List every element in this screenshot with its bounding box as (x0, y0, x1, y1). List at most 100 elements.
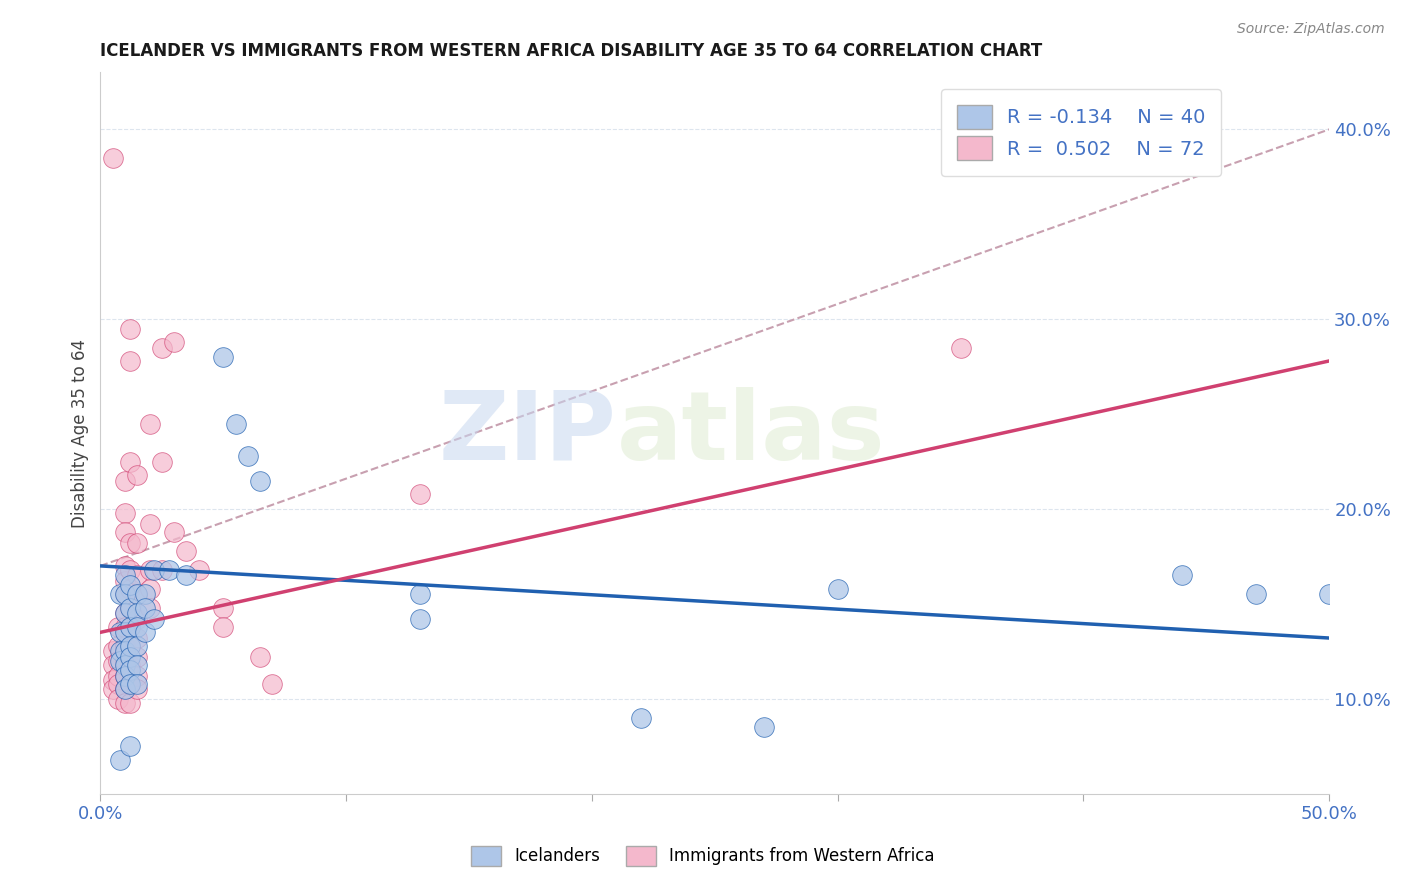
Point (114, 474, 136, 488)
Point (249, 474, 271, 488)
Point (107, 676, 129, 690)
Point (118, 582, 141, 596)
Point (127, 467, 149, 482)
Point (118, 739, 141, 754)
Point (114, 568, 136, 582)
Point (225, 417, 247, 431)
Point (212, 620, 235, 634)
Point (114, 639, 136, 653)
Point (236, 449, 259, 463)
Text: atlas: atlas (616, 386, 886, 480)
Point (108, 752, 131, 766)
Point (114, 669, 136, 683)
Point (114, 558, 136, 573)
Point (118, 563, 141, 577)
Point (114, 669, 136, 683)
Point (114, 657, 136, 672)
Point (187, 563, 209, 577)
Point (127, 650, 149, 665)
Point (138, 517, 160, 532)
Point (138, 600, 160, 615)
Point (134, 600, 156, 615)
Point (143, 563, 166, 577)
Point (150, 563, 173, 577)
Point (114, 506, 136, 520)
Point (118, 639, 141, 653)
Point (114, 644, 136, 658)
Point (118, 650, 141, 665)
Point (127, 568, 149, 582)
Point (101, 673, 124, 687)
Point (118, 578, 141, 592)
Point (118, 696, 141, 710)
Point (118, 620, 141, 634)
Point (118, 354, 141, 368)
Point (118, 600, 141, 615)
Point (107, 691, 129, 706)
Point (114, 696, 136, 710)
Point (127, 587, 149, 601)
Point (118, 676, 141, 690)
Point (118, 600, 141, 615)
Point (114, 654, 136, 668)
Point (143, 612, 166, 626)
Point (107, 639, 129, 653)
Point (114, 607, 136, 621)
Point (114, 587, 136, 601)
Point (134, 625, 156, 640)
Point (163, 524, 186, 539)
Point (114, 682, 136, 697)
Point (108, 654, 131, 668)
Point (127, 657, 149, 672)
Point (114, 524, 136, 539)
Point (108, 625, 131, 640)
Point (101, 657, 124, 672)
Point (249, 650, 271, 665)
Point (827, 582, 849, 596)
Point (118, 620, 141, 634)
Point (134, 587, 156, 601)
Point (127, 587, 149, 601)
Point (114, 574, 136, 588)
Point (114, 620, 136, 634)
Point (1317, 587, 1340, 601)
Point (262, 676, 284, 690)
Point (138, 417, 160, 431)
Point (127, 639, 149, 653)
Point (108, 644, 131, 658)
Point (409, 612, 432, 626)
Point (114, 587, 136, 601)
Point (127, 631, 149, 645)
Point (138, 582, 160, 596)
Point (118, 454, 141, 468)
Legend: R = -0.134    N = 40, R =  0.502    N = 72: R = -0.134 N = 40, R = 0.502 N = 72 (941, 89, 1222, 176)
Point (107, 654, 129, 668)
Text: ZIP: ZIP (439, 386, 616, 480)
Point (1171, 568, 1194, 582)
Point (630, 711, 652, 725)
Legend: Icelanders, Immigrants from Western Africa: Icelanders, Immigrants from Western Afri… (458, 832, 948, 880)
Point (101, 644, 124, 658)
Point (114, 625, 136, 640)
Point (118, 676, 141, 690)
Point (127, 536, 149, 550)
Point (409, 587, 432, 601)
Point (409, 487, 432, 501)
Point (127, 612, 149, 626)
Point (157, 563, 180, 577)
Text: Source: ZipAtlas.com: Source: ZipAtlas.com (1237, 22, 1385, 37)
Point (1244, 587, 1267, 601)
Point (107, 669, 129, 683)
Point (127, 669, 149, 683)
Point (176, 568, 198, 582)
Point (114, 682, 136, 697)
Point (114, 607, 136, 621)
Y-axis label: Disability Age 35 to 64: Disability Age 35 to 64 (72, 339, 89, 527)
Point (127, 682, 149, 697)
Point (118, 536, 141, 550)
Point (949, 341, 972, 355)
Point (176, 543, 198, 558)
Point (118, 657, 141, 672)
Point (212, 600, 235, 615)
Point (150, 454, 173, 468)
